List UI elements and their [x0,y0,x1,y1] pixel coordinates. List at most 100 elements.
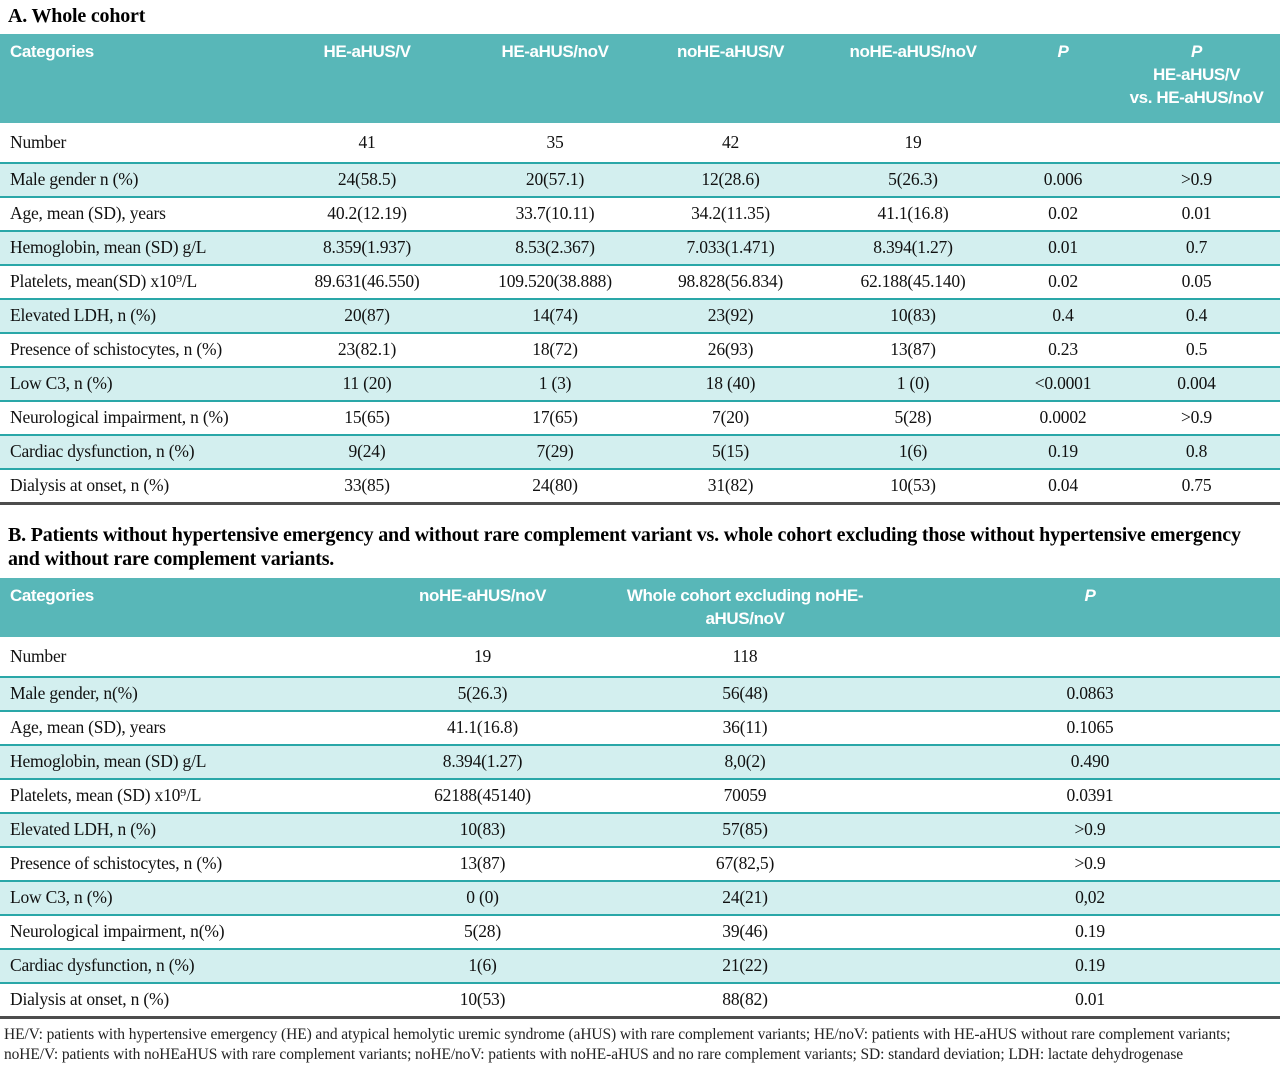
cell: 0.004 [1113,366,1280,402]
cell: 88(82) [590,982,900,1019]
cell: 24(80) [462,469,648,505]
cell: 0,02 [900,879,1280,916]
cell: 9(24) [272,434,462,470]
cell: 1(6) [375,947,590,984]
column-header: Whole cohort excluding noHE-aHUS/noV [590,578,900,637]
cell: 62188(45140) [434,785,531,806]
cell: 0.4 [1013,298,1113,334]
column-header-categories: Categories [0,578,375,637]
cell: 62.188(45.140) [860,271,966,292]
table-row: Age, mean (SD), years 41.1(16.8) 36(11) 0.1… [0,711,1280,745]
cell: 42 [721,132,740,153]
row-label: Age, mean (SD), years [10,717,166,738]
row-label: Platelets, mean(SD) x10⁹/L [10,271,198,292]
cell: <0.0001 [1013,366,1113,402]
row-label: Presence of schistocytes, n (%) [10,339,222,360]
cell: 0.0002 [1039,407,1087,428]
row-label: Elevated LDH, n (%) [0,298,272,334]
cell: 13(87) [890,339,936,360]
cell: 0.75 [1113,469,1280,505]
cell [1013,123,1113,163]
cell: 8.394(1.27) [375,743,590,780]
cell: 10(53) [813,469,1013,505]
column-header: HE-aHUS/noV [462,34,648,123]
table-row: Age, mean (SD), years 40.2(12.19) 33.7(10.… [0,197,1280,231]
cell: 0.23 [1048,339,1078,360]
cell: 0.0863 [900,675,1280,712]
cell: 10(83) [375,811,590,848]
cell: 0.0391 [1066,785,1114,806]
row-label: Male gender, n(%) [0,675,375,712]
cell: >0.9 [1074,853,1106,874]
cell: 0.8 [1113,434,1280,470]
row-label: Dialysis at onset, n (%) [0,982,375,1019]
cell: >0.9 [1113,162,1280,198]
row-label: Cardiac dysfunction, n (%) [0,434,272,470]
row-label: Number [10,132,67,153]
table-row: Number 41 35 42 19 [0,123,1280,163]
cell: 70059 [723,785,767,806]
table-row: Number 19 118 [0,637,1280,677]
row-label: Presence of schistocytes, n (%) [10,853,222,874]
cell: 98.828(56.834) [677,271,784,292]
column-header: P [900,578,1280,637]
cell: 0.19 [1013,434,1113,470]
cell: 20(87) [272,298,462,334]
section-b-title: B. Patients without hypertensive emergen… [8,524,1241,570]
cell: 1 (3) [462,366,648,402]
column-header-categories: Categories [0,34,272,123]
cell: 0.02 [1048,203,1078,224]
cell: 10(83) [813,298,1013,334]
cell: 8.53(2.367) [462,230,648,266]
cell: 5(28) [464,921,501,942]
table-row: Hemoglobin, mean (SD) g/L 8.394(1.27) 8,0(… [0,743,1280,780]
cell: 0.01 [1013,230,1113,266]
cell: 19 [904,132,922,153]
cell: 8,0(2) [590,743,900,780]
cell: 0.04 [1013,469,1113,505]
column-header-line: HE-aHUS/V [1152,64,1241,84]
cell: 0.01 [900,982,1280,1019]
cell: 8.394(1.27) [813,230,1013,266]
cell: 118 [732,646,758,667]
row-label: Hemoglobin, mean (SD) g/L [0,743,375,780]
table-row: Cardiac dysfunction, n (%) 9(24) 7(29) 5(15… [0,434,1280,470]
cell: 57(85) [590,811,900,848]
cell: 7(20) [712,407,749,428]
cell: 21(22) [590,947,900,984]
table-row: Presence of schistocytes, n (%) 13(87) 67(… [0,847,1280,881]
cell: 41 [358,132,376,153]
row-label: Neurological impairment, n (%) [10,407,229,428]
section-a-title: A. Whole cohort [8,5,146,27]
table-row: Platelets, mean(SD) x10⁹/L 89.631(46.550)… [0,265,1280,299]
cell: 35 [546,132,564,153]
cell: 41.1(16.8) [877,203,949,224]
cell: 23(82.1) [337,339,397,360]
cell: 19 [473,646,492,667]
cell: 0.05 [1181,271,1212,292]
cell: 109.520(38.888) [498,271,612,292]
column-header: noHE-aHUS/noV [375,578,590,637]
cell: 1 (0) [813,366,1013,402]
cell: 56(48) [590,675,900,712]
cell: 14(74) [462,298,648,334]
table-row: Neurological impairment, n(%) 5(28) 39(46)… [0,915,1280,949]
cell: 39(46) [722,921,768,942]
cell: 24(21) [590,879,900,916]
cell: 0.1065 [1066,717,1114,738]
row-label: Platelets, mean (SD) x10⁹/L [10,785,202,806]
row-label: Age, mean (SD), years [10,203,166,224]
cell: 0.7 [1113,230,1280,266]
table-row: Dialysis at onset, n (%) 33(85) 24(80) 31(8… [0,469,1280,505]
cell: 11 (20) [272,366,462,402]
cell [1113,123,1280,163]
cell: 41.1(16.8) [447,717,518,738]
row-label: Hemoglobin, mean (SD) g/L [0,230,272,266]
cell: 18 (40) [648,366,813,402]
row-label: Male gender n (%) [0,162,272,198]
cell: 13(87) [459,853,506,874]
table-row: Cardiac dysfunction, n (%) 1(6) 21(22) 0.19 [0,947,1280,984]
cell: 0.02 [1048,271,1078,292]
table-row: Platelets, mean (SD) x10⁹/L 62188(45140) 7… [0,779,1280,813]
